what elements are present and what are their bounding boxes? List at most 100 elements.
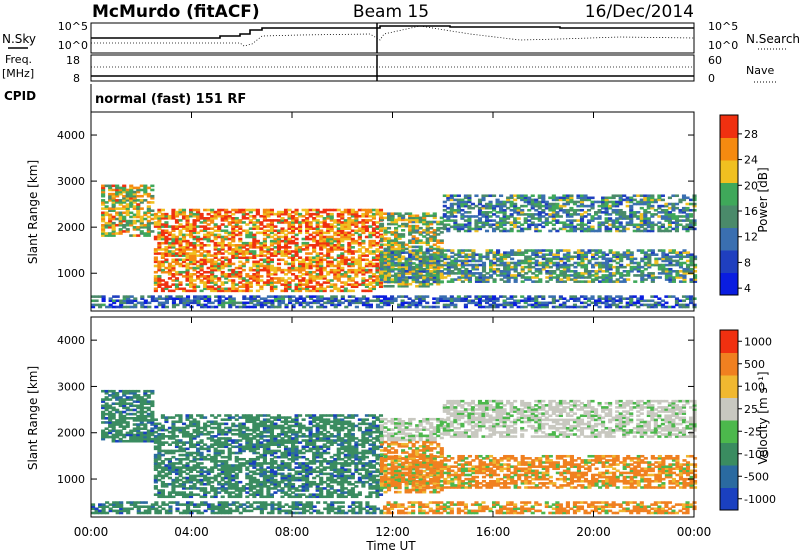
heatmap-cell: [157, 301, 162, 305]
heatmap-cell: [315, 283, 320, 286]
heatmap-cell: [174, 262, 180, 266]
heatmap-cell: [206, 252, 211, 255]
heatmap-cell: [136, 435, 141, 439]
heatmap-cell: [192, 208, 197, 212]
heatmap-cell: [418, 245, 423, 249]
heatmap-cell: [181, 210, 187, 214]
heatmap-cell: [364, 214, 369, 218]
heatmap-cell: [650, 213, 655, 216]
heatmap-cell: [132, 423, 137, 426]
heatmap-cell: [234, 221, 239, 224]
heatmap-cell: [650, 196, 655, 200]
heatmap-cell: [316, 295, 321, 298]
heatmap-cell: [364, 289, 369, 293]
heatmap-cell: [357, 227, 362, 230]
heatmap-cell: [185, 279, 190, 282]
heatmap-cell: [446, 255, 451, 259]
heatmap-cell: [625, 301, 630, 305]
heatmap-cell: [238, 275, 243, 278]
heatmap-cell: [164, 270, 169, 274]
heatmap-cell: [446, 211, 451, 214]
heatmap-cell: [248, 285, 253, 289]
heatmap-cell: [364, 279, 369, 282]
heatmap-cell: [418, 276, 423, 279]
heatmap-cell: [534, 229, 539, 233]
heatmap-cell: [203, 229, 208, 233]
heatmap-cell: [411, 257, 416, 261]
heatmap-cell: [157, 246, 162, 249]
heatmap-cell: [562, 270, 567, 273]
heatmap-cell: [442, 204, 447, 208]
heatmap-cell: [196, 231, 201, 235]
heatmap-cell: [312, 289, 317, 293]
heatmap-cell: [425, 251, 430, 255]
heatmap-cell: [157, 457, 162, 461]
heatmap-cell: [199, 214, 204, 218]
heatmap-cell: [136, 437, 141, 441]
heatmap-cell: [513, 219, 518, 222]
heatmap-cell: [636, 299, 641, 303]
heatmap-cell: [692, 219, 697, 222]
heatmap-cell: [499, 255, 504, 259]
heatmap-cell: [126, 295, 131, 298]
heatmap-cell: [636, 270, 641, 273]
heatmap-cell: [432, 231, 437, 234]
heatmap-cell: [565, 219, 570, 222]
heatmap-cell: [436, 255, 441, 259]
heatmap-cell: [319, 221, 324, 224]
heatmap-cell: [615, 229, 620, 233]
heatmap-cell: [530, 200, 535, 204]
heatmap-cell: [217, 229, 222, 233]
heatmap-cell: [153, 250, 158, 253]
heatmap-cell: [467, 280, 472, 283]
heatmap-cell: [671, 276, 677, 279]
heatmap-cell: [167, 264, 172, 268]
heatmap-cell: [203, 283, 208, 286]
heatmap-cell: [167, 254, 172, 257]
heatmap-cell: [368, 305, 373, 309]
heatmap-cell: [343, 250, 348, 253]
heatmap-cell: [474, 276, 480, 279]
heatmap-cell: [241, 283, 246, 286]
heatmap-cell: [622, 255, 627, 259]
heatmap-cell: [224, 277, 229, 280]
heatmap-cell: [276, 248, 282, 251]
heatmap-cell: [608, 257, 613, 261]
heatmap-cell: [139, 188, 144, 192]
heatmap-cell: [343, 235, 348, 239]
heatmap-cell: [425, 272, 430, 275]
heatmap-cell: [481, 270, 487, 273]
heatmap-cell: [587, 272, 592, 275]
heatmap-cell: [175, 303, 180, 307]
heatmap-cell: [639, 213, 644, 216]
heatmap-cell: [220, 208, 225, 212]
heatmap-cell: [442, 227, 447, 231]
heatmap-cell: [220, 270, 225, 274]
heatmap-cell: [203, 277, 208, 280]
heatmap-cell: [397, 214, 402, 218]
heatmap-cell: [125, 389, 130, 393]
heatmap-cell: [146, 230, 151, 233]
colorbar-tick-label: 16: [744, 205, 758, 218]
heatmap-cell: [618, 194, 623, 198]
heatmap-cell: [534, 305, 539, 309]
heatmap-cell: [108, 297, 113, 300]
heatmap-cell: [354, 219, 359, 222]
heatmap-cell: [153, 437, 158, 440]
heatmap-cell: [485, 249, 490, 252]
heatmap-cell: [115, 201, 120, 204]
heatmap-cell: [125, 219, 130, 223]
heatmap-cell: [685, 196, 690, 200]
heatmap-cell: [390, 270, 395, 273]
heatmap-cell: [657, 257, 662, 261]
heatmap-cell: [545, 249, 550, 252]
y-tick-label: 4000: [57, 129, 85, 142]
heatmap-cell: [146, 207, 151, 210]
heatmap-cell: [132, 201, 137, 204]
heatmap-cell: [323, 297, 328, 300]
heatmap-cell: [305, 243, 310, 247]
heatmap-cell: [122, 223, 127, 227]
heatmap-cell: [499, 263, 504, 267]
heatmap-cell: [530, 202, 535, 206]
heatmap-cell: [633, 257, 638, 261]
